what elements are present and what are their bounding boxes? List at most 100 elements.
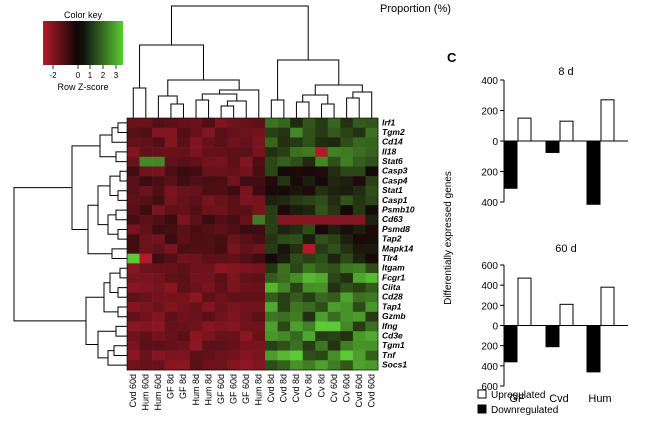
heatmap-cell	[139, 214, 153, 225]
heatmap-cell	[315, 176, 329, 187]
heatmap-cell	[177, 156, 191, 167]
heatmap-cell	[302, 253, 316, 264]
heatmap-cell	[127, 263, 140, 274]
heatmap-cell	[227, 350, 241, 361]
row-dendrogram	[13, 122, 127, 366]
heatmap-cell	[227, 224, 241, 235]
heatmap-cell	[302, 147, 316, 158]
heatmap-cell	[189, 331, 203, 342]
heatmap-cell	[177, 360, 191, 371]
dendrogram-link	[107, 350, 127, 366]
heatmap-cell	[139, 302, 153, 313]
heatmap-cell	[290, 302, 303, 313]
heatmap-cell	[152, 137, 165, 148]
heatmap-cell	[252, 224, 266, 235]
heatmap-cell	[214, 214, 228, 225]
heatmap-row-label: Casp3	[382, 166, 408, 176]
heatmap-cell	[177, 214, 191, 225]
heatmap-cell	[327, 253, 341, 264]
heatmap-cell	[214, 311, 228, 322]
heatmap-cell	[202, 292, 216, 303]
heatmap-cell	[327, 118, 341, 128]
heatmap-cell	[202, 350, 216, 361]
heatmap-cell	[327, 360, 341, 371]
heatmap-cell	[164, 340, 178, 351]
heatmap-cell	[290, 156, 303, 167]
heatmap-cell	[202, 311, 216, 322]
heatmap-cell	[139, 137, 153, 148]
heatmap-cell	[277, 360, 291, 371]
heatmap-column-label: Hum 60d	[141, 374, 151, 411]
heatmap-cell	[340, 176, 354, 187]
heatmap-cell	[290, 350, 303, 361]
dendrogram-link	[111, 127, 127, 143]
heatmap-cell	[302, 360, 316, 371]
heatmap-cell	[265, 127, 278, 138]
heatmap-cell	[315, 166, 329, 177]
heatmap-cell	[252, 118, 266, 128]
heatmap-cell	[365, 292, 379, 303]
heatmap-cell	[139, 244, 153, 254]
dendrogram-link	[99, 134, 116, 158]
heatmap-cell	[202, 137, 216, 148]
heatmap-cell	[302, 185, 316, 196]
dendrogram-link	[302, 94, 329, 104]
heatmap-column-label: GF 8d	[178, 374, 188, 399]
heatmap-cell	[139, 156, 153, 167]
heatmap-cell	[340, 156, 354, 167]
heatmap-cell	[365, 253, 379, 264]
heatmap-cell	[315, 118, 329, 128]
heatmap-cell	[352, 156, 366, 167]
color-key-ticks: -2 0 1 2 3	[49, 65, 119, 80]
heatmap-cell	[139, 321, 153, 332]
heatmap-cell	[327, 292, 341, 303]
heatmap-row-label: Cd28	[382, 292, 403, 302]
heatmap-cell	[227, 195, 241, 206]
heatmap-cell	[239, 360, 253, 371]
heatmap-cell	[290, 311, 303, 322]
heatmap-cell	[127, 214, 140, 225]
heatmap-cell	[265, 321, 278, 332]
heatmap-cell	[239, 331, 253, 342]
heatmap-cell	[365, 302, 379, 313]
color-key-tick-label: 1	[88, 71, 93, 80]
heatmap-cell	[164, 302, 178, 313]
heatmap-cell	[202, 321, 216, 332]
heatmap-cell	[202, 214, 216, 225]
dendrogram-link	[117, 190, 127, 201]
heatmap-cell	[340, 311, 354, 322]
heatmap	[126, 117, 379, 371]
heatmap-cell	[352, 350, 366, 361]
heatmap-cell	[352, 234, 366, 245]
heatmap-cell	[252, 195, 266, 206]
heatmap-cell	[252, 331, 266, 342]
heatmap-cell	[352, 224, 366, 235]
heatmap-row-label: Stat1	[382, 185, 403, 195]
heatmap-cell	[290, 214, 303, 225]
heatmap-row-labels: Irf1Tgm2Cd14Il18Stat6Casp3Casp4Stat1Casp…	[382, 117, 415, 369]
heatmap-cell	[139, 118, 153, 128]
bar-downregulated	[545, 325, 560, 348]
heatmap-row-label: Irf1	[382, 117, 396, 127]
heatmap-cell	[290, 205, 303, 216]
heatmap-cell	[315, 282, 329, 293]
heatmap-cell	[352, 302, 366, 313]
heatmap-cell	[177, 185, 191, 196]
heatmap-cell	[265, 340, 278, 351]
heatmap-cell	[239, 263, 253, 274]
heatmap-cell	[214, 147, 228, 158]
heatmap-cell	[164, 253, 178, 264]
heatmap-cell	[277, 234, 291, 245]
heatmap-cell	[227, 321, 241, 332]
heatmap-cell	[214, 118, 228, 128]
heatmap-cell	[327, 147, 341, 158]
heatmap-cell	[252, 185, 266, 196]
heatmap-cell	[327, 156, 341, 167]
heatmap-cell	[340, 282, 354, 293]
heatmap-cell	[327, 263, 341, 274]
heatmap-cell	[152, 205, 165, 216]
heatmap-cell	[277, 253, 291, 264]
dendrogram-link	[111, 248, 127, 260]
heatmap-cell	[164, 224, 178, 235]
heatmap-cell	[227, 156, 241, 167]
